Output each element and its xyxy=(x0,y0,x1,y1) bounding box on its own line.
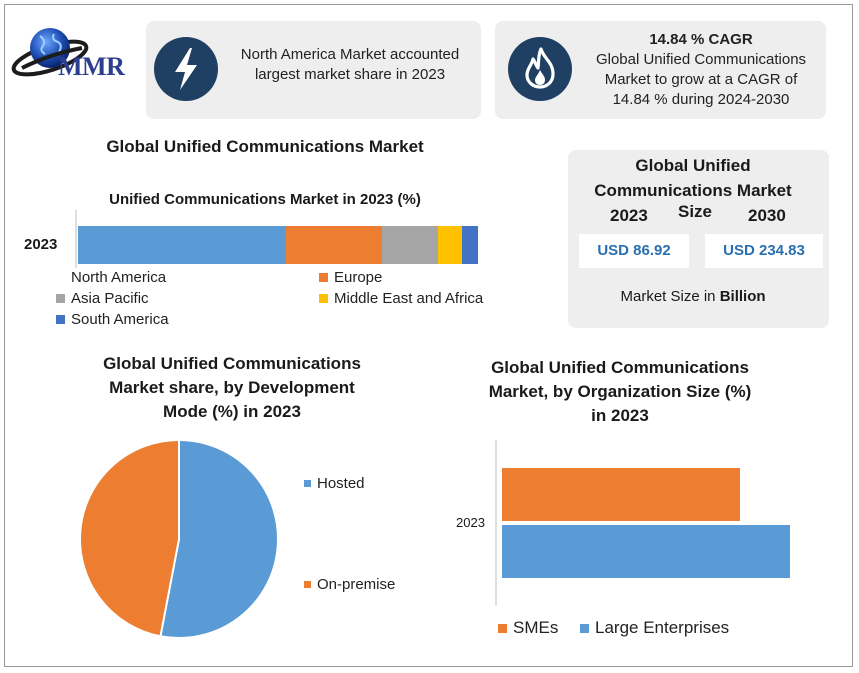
legend-south-america: South America xyxy=(56,311,169,328)
pie-slice-hosted xyxy=(159,438,279,639)
highlight-text-north-america: North America Market accounted largest m… xyxy=(226,45,474,85)
legend-label: SMEs xyxy=(513,618,559,637)
bar-large-enterprises xyxy=(502,525,790,578)
legend-asia-pacific: Asia Pacific xyxy=(56,290,149,307)
value-2030-box: USD 234.83 xyxy=(705,234,823,268)
highlight-text-cagr: 14.84 % CAGR Global Unified Communicatio… xyxy=(583,30,819,110)
highlight-line: Market to grow at a CAGR of xyxy=(604,71,798,88)
org-title-line: in 2023 xyxy=(591,406,649,425)
legend-middle-east-africa: Middle East and Africa xyxy=(319,290,483,307)
pie-title-line: Mode (%) in 2023 xyxy=(163,402,301,421)
bar-segment-europe xyxy=(286,226,382,264)
regional-category-label: 2023 xyxy=(24,236,58,253)
org-title-line: Market, by Organization Size (%) xyxy=(488,382,752,401)
pie-chart-title: Global Unified Communications Market sha… xyxy=(62,352,402,424)
legend-europe: Europe xyxy=(319,269,382,286)
lightning-icon xyxy=(154,37,218,101)
legend-label: Europe xyxy=(334,269,383,286)
pie-title-line: Market share, by Development xyxy=(109,378,355,397)
highlight-card-cagr: 14.84 % CAGR Global Unified Communicatio… xyxy=(495,21,826,119)
highlight-line: largest market share in 2023 xyxy=(254,66,446,83)
org-category-label: 2023 xyxy=(456,515,485,530)
market-size-card: Global Unified Communications Market 202… xyxy=(568,150,829,328)
legend-label: On-premise xyxy=(317,576,396,593)
legend-label: North America xyxy=(71,269,167,286)
organization-size-bar-chart xyxy=(495,440,790,606)
logo: MMR xyxy=(8,22,133,84)
highlight-line: Global Unified Communications xyxy=(595,51,807,68)
unit-prefix: Market Size in xyxy=(620,288,720,305)
highlight-line: North America Market accounted xyxy=(240,46,460,63)
value-2023-box: USD 86.92 xyxy=(579,234,689,268)
legend-north-america: North America xyxy=(56,269,166,286)
legend-label: Asia Pacific xyxy=(71,290,149,307)
bar-segment-middle-east-and-africa xyxy=(438,226,462,264)
pie-title-line: Global Unified Communications xyxy=(103,354,361,373)
globe-icon xyxy=(11,28,89,77)
legend-hosted: Hosted xyxy=(304,475,365,492)
regional-stacked-bar-chart xyxy=(75,210,478,268)
main-title: Global Unified Communications Market xyxy=(106,137,424,156)
legend-smes: SMEs xyxy=(498,618,558,638)
org-chart-title: Global Unified Communications Market, by… xyxy=(460,356,780,428)
bar-smes xyxy=(502,468,740,521)
legend-label: Large Enterprises xyxy=(595,618,730,637)
size-label: Size xyxy=(678,202,713,221)
legend-label: South America xyxy=(71,311,169,328)
bar-segment-south-america xyxy=(462,226,478,264)
infographic-frame xyxy=(4,4,853,667)
year-2023-label: 2023 xyxy=(610,206,648,225)
highlight-card-north-america: North America Market accounted largest m… xyxy=(146,21,481,119)
unit-bold: Billion xyxy=(719,288,766,305)
bar-segment-north-america xyxy=(78,226,286,264)
market-size-title-line: Global Unified xyxy=(635,156,751,175)
market-size-unit: Market Size in Billion xyxy=(568,288,818,305)
legend-on-premise: On-premise xyxy=(304,576,395,593)
logo-text: MMR xyxy=(58,52,125,81)
pie-slice-on-premise xyxy=(79,438,180,638)
flame-icon xyxy=(508,37,572,101)
year-2030-label: 2030 xyxy=(748,206,786,225)
market-size-title: Global Unified Communications Market xyxy=(568,153,818,203)
regional-chart-title: Unified Communications Market in 2023 (%… xyxy=(109,191,421,208)
legend-label: Middle East and Africa xyxy=(334,290,484,307)
org-title-line: Global Unified Communications xyxy=(491,358,749,377)
development-mode-pie-chart xyxy=(79,438,279,639)
bar-segment-asia-pacific xyxy=(382,226,438,264)
highlight-line: 14.84 % during 2024-2030 xyxy=(612,91,790,108)
legend-label: Hosted xyxy=(317,475,365,492)
cagr-heading: 14.84 % CAGR xyxy=(649,31,753,48)
market-size-title-line: Communications Market xyxy=(594,181,792,200)
legend-large-enterprises: Large Enterprises xyxy=(580,618,729,638)
